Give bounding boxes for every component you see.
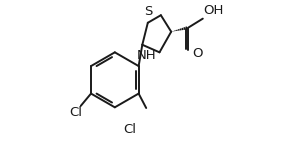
Text: S: S [144, 5, 152, 18]
Text: OH: OH [203, 4, 224, 17]
Text: Cl: Cl [69, 106, 82, 119]
Text: Cl: Cl [123, 124, 136, 136]
Text: O: O [192, 47, 203, 60]
Text: NH: NH [137, 49, 157, 62]
